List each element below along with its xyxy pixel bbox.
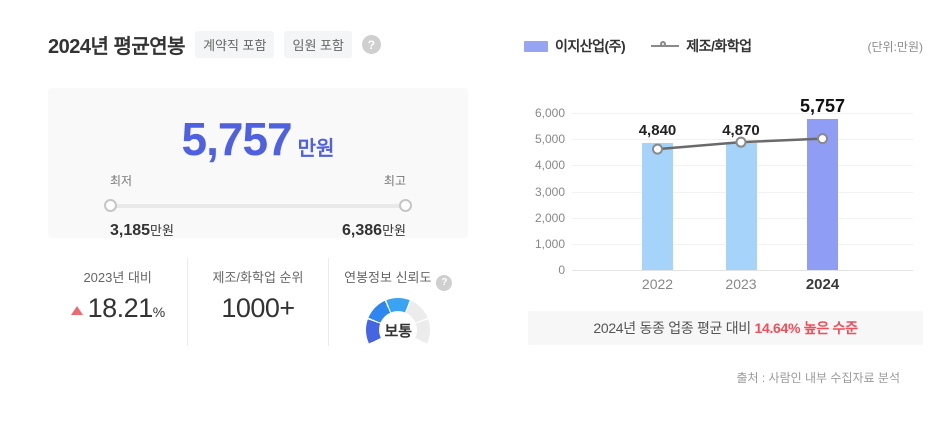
page-title: 2024년 평균연봉 xyxy=(48,36,186,58)
gridline xyxy=(572,270,913,271)
tag-contract-included: 계약직 포함 xyxy=(195,31,275,58)
help-icon[interactable]: ? xyxy=(361,35,381,54)
comparison-notice: 2024년 동종 업종 평균 대비 14.64% 높은 수준 xyxy=(528,311,923,345)
stat-reliability-label: 연봉정보 신뢰도? xyxy=(329,267,468,291)
bar-value-label: 4,840 xyxy=(638,122,677,140)
up-triangle-icon xyxy=(70,306,83,315)
x-axis-label-2022: 2022 xyxy=(641,276,674,292)
y-axis-tick: 1,000 xyxy=(534,236,565,251)
y-axis-tick: 3,000 xyxy=(534,184,565,199)
average-salary-value: 5,757 xyxy=(181,113,293,165)
legend-company-label: 이지산업(주) xyxy=(555,38,626,54)
range-min-label: 최저 xyxy=(110,174,133,188)
chart-legend: 이지산업(주) 제조/화학업 (단위:만원) xyxy=(524,36,923,56)
tag-executive-included: 임원 포함 xyxy=(284,31,352,58)
range-min-value: 3,185만원 xyxy=(110,222,174,239)
stat-industry-rank: 제조/화학업 순위 1000+ xyxy=(187,258,327,346)
stat-rank-label: 제조/화학업 순위 xyxy=(212,270,304,285)
slider-handle-min[interactable] xyxy=(104,199,117,212)
bar-2024[interactable] xyxy=(807,119,838,270)
reliability-gauge: 보통 xyxy=(366,296,431,346)
stat-yoy-label: 2023년 대비 xyxy=(83,270,152,285)
y-axis-tick: 2,000 xyxy=(534,210,565,225)
help-icon[interactable]: ? xyxy=(436,274,453,291)
salary-range: 최저 최고 3,185만원 6,386만원 xyxy=(104,172,412,240)
y-axis-tick: 4,000 xyxy=(534,158,565,173)
y-axis-tick: 5,000 xyxy=(534,132,565,147)
gauge-label: 보통 xyxy=(384,322,413,340)
gridline xyxy=(572,113,913,114)
average-salary: 5,757 만원 xyxy=(48,112,468,166)
salary-range-slider xyxy=(104,199,412,212)
legend-industry-label: 제조/화학업 xyxy=(686,38,752,54)
stats-row: 2023년 대비 18.21% 제조/화학업 순위 1000+ 연봉정보 신뢰도… xyxy=(48,258,468,346)
average-salary-unit: 만원 xyxy=(297,138,335,160)
range-max-label: 최고 xyxy=(383,174,406,188)
legend-item-industry[interactable]: 제조/화학업 xyxy=(651,36,752,56)
salary-panel-header: 2024년 평균연봉 계약직 포함 임원 포함 ? xyxy=(48,30,478,59)
gauge-hole xyxy=(379,310,418,346)
range-max-value: 6,386만원 xyxy=(342,222,406,239)
legend-item-company[interactable]: 이지산업(주) xyxy=(524,36,626,56)
average-salary-card: 5,757 만원 최저 최고 3,185만원 6,386만원 xyxy=(48,88,468,240)
salary-bar-chart: 0 1,000 2,000 3,000 4,000 5,000 6,000 4,840 2022… xyxy=(523,96,923,296)
y-axis-tick: 0 xyxy=(558,263,565,277)
bar-2022[interactable] xyxy=(642,143,673,270)
x-axis-label-2023: 2023 xyxy=(725,276,757,292)
stat-yoy-change: 2023년 대비 18.21% xyxy=(48,258,187,346)
bar-2023[interactable] xyxy=(725,142,757,270)
line-marker-icon xyxy=(651,41,680,52)
notice-highlight: 14.64% 높은 수준 xyxy=(754,320,858,336)
y-axis-tick: 6,000 xyxy=(534,106,565,120)
stat-rank-value: 1000+ xyxy=(221,293,295,323)
notice-text: 2024년 동종 업종 평균 대비 xyxy=(593,320,755,336)
chart-unit-note: (단위:만원) xyxy=(867,39,924,54)
bar-swatch-icon xyxy=(524,40,548,52)
stat-reliability: 연봉정보 신뢰도? 보통 xyxy=(327,258,468,346)
x-axis-label-2024: 2024 xyxy=(805,276,840,293)
slider-track xyxy=(110,204,406,208)
bar-value-label: 5,757 xyxy=(799,96,846,117)
source-note: 출처 : 사람인 내부 수집자료 분석 xyxy=(736,371,900,385)
bar-value-label: 4,870 xyxy=(722,121,760,139)
slider-handle-max[interactable] xyxy=(399,199,412,212)
stat-yoy-value: 18.21% xyxy=(48,293,187,324)
